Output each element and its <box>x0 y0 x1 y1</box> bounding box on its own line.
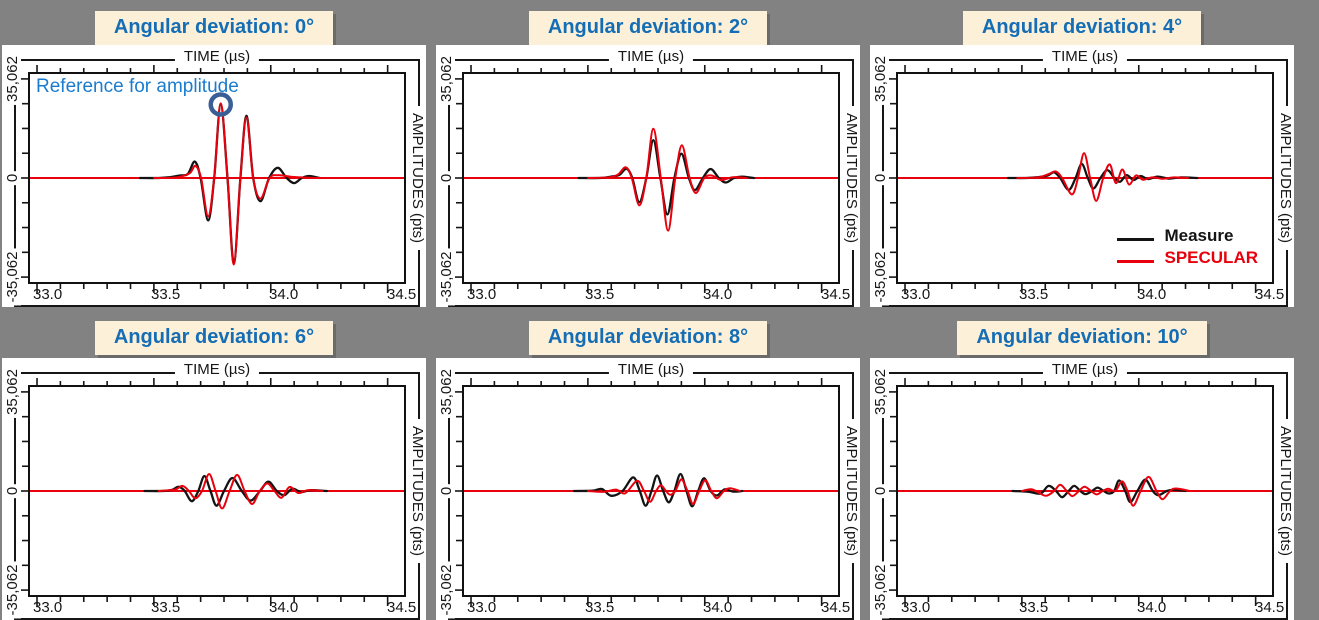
panel-title-10deg: Angular deviation: 10° <box>957 321 1207 355</box>
y-tick-label-zero: 0 <box>438 483 455 499</box>
y-tick-label-min: -35,062 <box>4 561 21 619</box>
waveform-canvas-10deg <box>887 378 1272 606</box>
title-cell-8deg: Angular deviation: 8° <box>436 307 860 358</box>
y-tick-label-min: -35,062 <box>438 561 455 619</box>
legend-label-measure: Measure <box>1164 226 1234 245</box>
title-cell-10deg: Angular deviation: 10° <box>870 307 1294 358</box>
ascan-panel-10deg: TIME (µs) AMPLITUDES (pts) 35,062 0 -35,… <box>870 358 1294 620</box>
plot-area: TIME (µs) AMPLITUDES (pts) 35,062 0 -35,… <box>872 361 1294 619</box>
x-axis-title: TIME (µs) <box>174 48 260 65</box>
legend: Measure SPECULAR <box>1117 226 1258 268</box>
x-tick-label: 34.0 <box>703 599 733 616</box>
y-tick-label-max: 35,062 <box>438 53 455 105</box>
panel-title-8deg: Angular deviation: 8° <box>528 321 768 355</box>
waveform-canvas-6deg <box>19 378 404 606</box>
y-tick-label-max: 35,062 <box>438 366 455 418</box>
y-axis-title: AMPLITUDES (pts) <box>409 418 426 564</box>
panel-title-0deg: Angular deviation: 0° <box>94 11 334 45</box>
plot-area: TIME (µs) AMPLITUDES (pts) 35,062 0 -35,… <box>4 48 426 306</box>
y-tick-label-zero: 0 <box>4 170 21 186</box>
y-tick-label-zero: 0 <box>4 483 21 499</box>
y-tick-label-zero: 0 <box>872 170 889 186</box>
x-tick-label: 33.5 <box>151 599 181 616</box>
ascan-panel-8deg: TIME (µs) AMPLITUDES (pts) 35,062 0 -35,… <box>436 358 860 620</box>
y-axis-title: AMPLITUDES (pts) <box>409 105 426 251</box>
x-axis-title: TIME (µs) <box>1042 361 1128 378</box>
x-axis-title: TIME (µs) <box>608 361 694 378</box>
x-tick-label: 33.0 <box>467 286 497 303</box>
plot-area: TIME (µs) AMPLITUDES (pts) 35,062 0 -35,… <box>4 361 426 619</box>
legend-entry-measure: Measure <box>1117 226 1258 246</box>
x-tick-label: 34.5 <box>821 286 851 303</box>
x-axis-title: TIME (µs) <box>608 48 694 65</box>
x-tick-label: 34.0 <box>269 599 299 616</box>
x-tick-label: 33.5 <box>585 286 615 303</box>
x-tick-label: 33.5 <box>1019 599 1049 616</box>
title-cell-0deg: Angular deviation: 0° <box>2 0 426 45</box>
ascan-panel-0deg: TIME (µs) AMPLITUDES (pts) 35,062 0 -35,… <box>2 45 426 307</box>
waveform-canvas-8deg <box>453 378 838 606</box>
x-tick-label: 34.5 <box>387 599 417 616</box>
y-tick-label-zero: 0 <box>872 483 889 499</box>
waveform-canvas-0deg <box>19 65 404 293</box>
y-tick-label-max: 35,062 <box>872 366 889 418</box>
ascan-panel-2deg: TIME (µs) AMPLITUDES (pts) 35,062 0 -35,… <box>436 45 860 307</box>
x-tick-label: 34.5 <box>1255 599 1285 616</box>
x-tick-label: 33.5 <box>151 286 181 303</box>
reference-amplitude-annotation: Reference for amplitude <box>36 76 239 97</box>
x-axis-title: TIME (µs) <box>174 361 260 378</box>
legend-line-specular <box>1117 260 1155 263</box>
x-tick-label: 33.0 <box>33 286 63 303</box>
ascan-panel-6deg: TIME (µs) AMPLITUDES (pts) 35,062 0 -35,… <box>2 358 426 620</box>
waveform-canvas-2deg <box>453 65 838 293</box>
plot-area: TIME (µs) AMPLITUDES (pts) 35,062 0 -35,… <box>872 48 1294 306</box>
title-cell-6deg: Angular deviation: 6° <box>2 307 426 358</box>
y-tick-label-max: 35,062 <box>872 53 889 105</box>
panel-title-2deg: Angular deviation: 2° <box>528 11 768 45</box>
panel-title-6deg: Angular deviation: 6° <box>94 321 334 355</box>
y-axis-title: AMPLITUDES (pts) <box>1277 105 1294 251</box>
x-tick-label: 34.0 <box>1137 286 1167 303</box>
x-axis-title: TIME (µs) <box>1042 48 1128 65</box>
y-axis-title: AMPLITUDES (pts) <box>843 418 860 564</box>
plot-area: TIME (µs) AMPLITUDES (pts) 35,062 0 -35,… <box>438 48 860 306</box>
legend-entry-specular: SPECULAR <box>1117 248 1258 268</box>
plot-area: TIME (µs) AMPLITUDES (pts) 35,062 0 -35,… <box>438 361 860 619</box>
y-axis-title: AMPLITUDES (pts) <box>1277 418 1294 564</box>
y-tick-label-max: 35,062 <box>4 366 21 418</box>
y-tick-label-min: -35,062 <box>872 248 889 306</box>
x-tick-label: 33.0 <box>901 599 931 616</box>
y-tick-label-min: -35,062 <box>872 561 889 619</box>
x-tick-label: 34.0 <box>269 286 299 303</box>
x-tick-label: 33.5 <box>1019 286 1049 303</box>
x-tick-label: 34.5 <box>387 286 417 303</box>
x-tick-label: 34.0 <box>1137 599 1167 616</box>
x-tick-label: 34.5 <box>1255 286 1285 303</box>
x-tick-label: 33.0 <box>33 599 63 616</box>
legend-line-measure <box>1117 238 1155 241</box>
y-tick-label-min: -35,062 <box>4 248 21 306</box>
panel-title-4deg: Angular deviation: 4° <box>962 11 1202 45</box>
y-tick-label-zero: 0 <box>438 170 455 186</box>
y-tick-label-min: -35,062 <box>438 248 455 306</box>
title-cell-4deg: Angular deviation: 4° <box>870 0 1294 45</box>
y-axis-title: AMPLITUDES (pts) <box>843 105 860 251</box>
title-cell-2deg: Angular deviation: 2° <box>436 0 860 45</box>
ascan-panel-4deg: TIME (µs) AMPLITUDES (pts) 35,062 0 -35,… <box>870 45 1294 307</box>
x-tick-label: 34.0 <box>703 286 733 303</box>
legend-label-specular: SPECULAR <box>1164 248 1258 267</box>
x-tick-label: 34.5 <box>821 599 851 616</box>
x-tick-label: 33.5 <box>585 599 615 616</box>
x-tick-label: 33.0 <box>901 286 931 303</box>
x-tick-label: 33.0 <box>467 599 497 616</box>
y-tick-label-max: 35,062 <box>4 53 21 105</box>
